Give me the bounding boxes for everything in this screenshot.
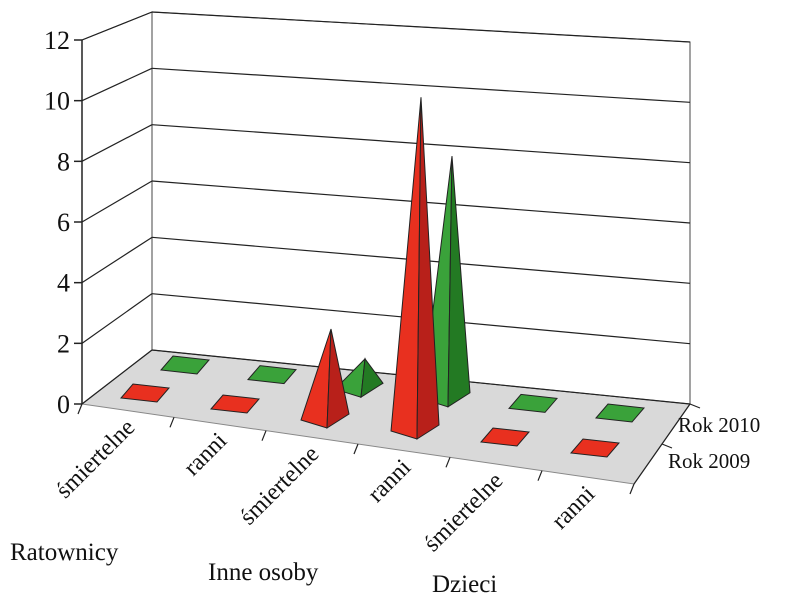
x-tick-label: ranni	[547, 481, 600, 534]
group-label: Ratownicy	[10, 539, 119, 566]
y-tick-label: 10	[44, 87, 70, 116]
y-axis-ticks: 0 2 4 6 8 10 12	[44, 26, 83, 419]
x-tick-mark	[537, 470, 543, 481]
pyramid-2009-2-face-right	[326, 328, 350, 429]
pyramid-2009-4	[480, 427, 530, 447]
chart-side-wall	[81, 11, 153, 406]
gridline-side-0	[81, 349, 153, 405]
y-tick-label: 4	[57, 269, 70, 298]
x-tick-label: ranni	[363, 454, 416, 507]
y-tick-label: 2	[57, 329, 70, 358]
x-tick-label: śmiertelne	[51, 415, 140, 504]
depth-tick-mark	[689, 403, 701, 409]
group-label: Dzieci	[432, 571, 497, 598]
x-tick-label: ranni	[179, 428, 232, 481]
pyramid-2009-3-face-right	[416, 97, 440, 440]
x-tick-mark	[629, 483, 635, 495]
gridline-side-12	[81, 11, 153, 41]
x-tick-mark	[77, 403, 83, 415]
y-tick-label: 8	[57, 147, 70, 176]
pyramid-2010-2-face-right	[360, 357, 384, 399]
x-tick-mark	[261, 430, 267, 441]
group-label: Inne osoby	[208, 559, 319, 586]
pyramid-2009-5	[570, 438, 620, 458]
x-tick-mark	[445, 457, 451, 468]
depth-tick-mark	[661, 443, 673, 449]
pyramid-2010-4	[508, 393, 558, 413]
pyramid-2010-3-face-right	[447, 156, 471, 408]
chart-marks	[120, 97, 645, 458]
pyramid-2010-0	[160, 355, 210, 375]
series-label: Rok 2010	[678, 413, 760, 437]
gridline-back-10	[151, 67, 691, 103]
gridline-side-10	[81, 67, 153, 102]
y-tick-label: 0	[57, 390, 70, 419]
pyramid-2009-1	[210, 394, 260, 414]
series-label: Rok 2009	[668, 449, 750, 473]
x-tick-label: śmiertelne	[235, 441, 324, 530]
y-tick-label: 12	[44, 26, 70, 55]
x-tick-mark	[169, 417, 175, 428]
gridline-side-6	[81, 180, 153, 223]
x-tick-label: śmiertelne	[419, 468, 508, 557]
gridline-side-4	[81, 236, 153, 284]
pyramid-2010-1	[247, 365, 297, 385]
pyramid-2009-0	[120, 383, 170, 403]
series-axis-labels: Rok 2009 Rok 2010	[633, 403, 760, 485]
x-tick-mark	[353, 443, 359, 455]
y-tick-label: 6	[57, 208, 70, 237]
gridline-back-12	[151, 11, 691, 43]
pyramid-2010-5	[595, 403, 645, 423]
gridline-side-8	[81, 124, 153, 162]
gridline-side-2	[81, 293, 153, 344]
